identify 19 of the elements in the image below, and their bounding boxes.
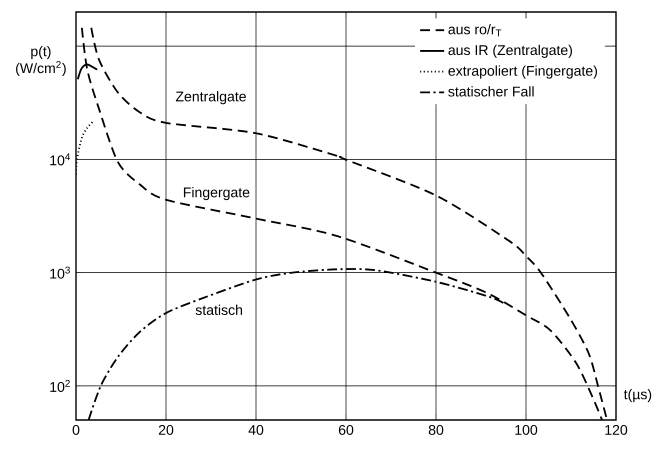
- y-tick-label: 10$^{2}$: [50, 380, 70, 392]
- x-tick-label: 120: [605, 424, 628, 435]
- x-tick-label: 0: [72, 424, 80, 435]
- annotation: statisch: [196, 304, 242, 315]
- x-tick-label: 60: [338, 424, 354, 435]
- x-tick-label: 100: [515, 424, 538, 435]
- annotation: Zentralgate: [176, 91, 246, 104]
- y-axis-title: p(t) (W/cm$^{2}$): [16, 46, 66, 76]
- legend-label: extrapoliert (Fingergate): [448, 65, 597, 79]
- y-tick-label: 10$^{4}$: [50, 153, 70, 166]
- x-tick-label: 80: [428, 424, 444, 435]
- legend-label: aus ro/r$_{T}$: [448, 24, 502, 36]
- x-tick-label: 40: [248, 424, 264, 435]
- legend-label: aus IR (Zentralgate): [448, 44, 572, 58]
- legend-label: statischer Fall: [448, 86, 534, 97]
- annotation: Fingergate: [184, 187, 250, 200]
- y-tick-label: 10$^{3}$: [50, 266, 70, 279]
- x-axis-title: t(µs): [624, 388, 652, 402]
- x-tick-label: 20: [158, 424, 174, 435]
